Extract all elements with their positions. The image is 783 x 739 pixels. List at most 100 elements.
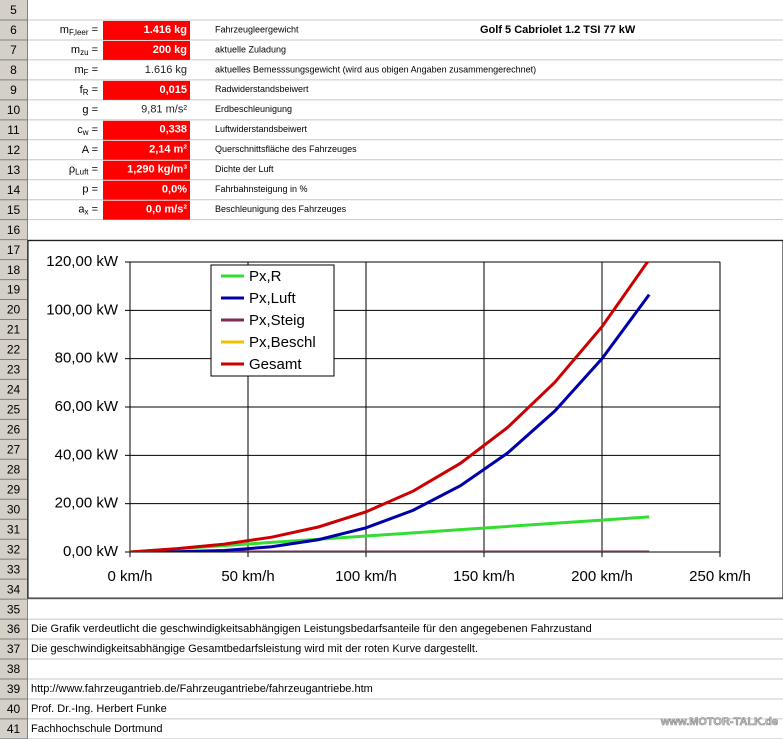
param-desc: Radwiderstandsbeiwert (215, 84, 309, 94)
row-number: 28 (7, 462, 21, 476)
series-line (130, 262, 650, 552)
param-eq: = (89, 204, 98, 216)
x-tick-label: 150 km/h (453, 568, 515, 585)
row-number: 19 (7, 283, 21, 297)
row-header-bg (0, 0, 27, 739)
legend-label: Px,R (249, 268, 282, 285)
note: Prof. Dr.-Ing. Herbert Funke (31, 703, 167, 715)
row-number: 41 (7, 722, 21, 736)
param-label: ax = (78, 204, 98, 217)
param-value: 1.616 kg (145, 64, 187, 76)
param-label: A = (82, 144, 98, 156)
param-label: ρLuft = (69, 164, 98, 177)
row-number: 17 (7, 243, 21, 257)
vehicle-title: Golf 5 Cabriolet 1.2 TSI 77 kW (480, 24, 636, 36)
param-desc: Fahrzeugleergewicht (215, 24, 299, 34)
param-desc: Luftwiderstandsbeiwert (215, 124, 308, 134)
param-symbol: c (77, 124, 83, 136)
row-number: 36 (7, 622, 21, 636)
param-subscript: F (84, 68, 89, 77)
param-desc: Erdbeschleunigung (215, 104, 292, 114)
row-number: 6 (10, 23, 17, 37)
param-symbol: a (78, 204, 85, 216)
x-tick-label: 50 km/h (221, 568, 274, 585)
y-tick-label: 100,00 kW (46, 301, 119, 318)
input-cell (103, 40, 190, 60)
row-number: 39 (7, 682, 21, 696)
row-number: 24 (7, 383, 21, 397)
x-tick-label: 100 km/h (335, 568, 397, 585)
param-symbol: m (74, 64, 83, 76)
chart-area (27, 240, 783, 599)
row-number: 18 (7, 263, 21, 277)
row-number: 7 (10, 43, 17, 57)
param-symbol: m (71, 44, 80, 56)
row-number: 12 (7, 143, 21, 157)
input-cell (103, 80, 190, 100)
legend-label: Px,Steig (249, 312, 305, 329)
param-label: fR = (80, 84, 98, 97)
param-eq: = (89, 164, 98, 176)
param-subscript: x (85, 208, 89, 217)
param-eq: = (89, 104, 98, 116)
param-value: 0,015 (159, 84, 187, 96)
param-label: p = (82, 184, 98, 196)
row-number: 35 (7, 602, 21, 616)
x-tick-label: 200 km/h (571, 568, 633, 585)
row-number: 32 (7, 542, 21, 556)
param-value: 0,0% (162, 184, 187, 196)
note: http://www.fahrzeugantrieb.de/Fahrzeugan… (31, 683, 373, 695)
param-label: cw = (77, 124, 98, 137)
param-symbol: p (82, 184, 88, 196)
input-cell (103, 160, 190, 180)
param-eq: = (89, 144, 98, 156)
row-number: 27 (7, 442, 21, 456)
legend-label: Px,Luft (249, 290, 297, 307)
param-value: 0,0 m/s² (146, 204, 187, 216)
row-number: 34 (7, 582, 21, 596)
row-number: 21 (7, 323, 21, 337)
row-number: 11 (7, 123, 20, 137)
param-symbol: A (82, 144, 90, 156)
note: Die geschwindigkeitsabhängige Gesamtbeda… (31, 643, 478, 655)
input-cell (103, 120, 190, 140)
input-cell (103, 200, 190, 220)
param-desc: aktuelle Zuladung (215, 44, 286, 54)
param-subscript: R (83, 88, 89, 97)
param-value: 200 kg (153, 44, 187, 56)
param-desc: Querschnittsfläche des Fahrzeuges (215, 144, 357, 154)
param-eq: = (89, 44, 98, 56)
param-subscript: zu (80, 48, 88, 57)
row-number: 40 (7, 702, 21, 716)
param-value: 1.416 kg (144, 24, 187, 36)
param-eq: = (89, 24, 98, 36)
param-label: mzu = (71, 44, 98, 57)
input-cell (103, 180, 190, 200)
row-number: 37 (7, 642, 21, 656)
param-eq: = (89, 184, 98, 196)
param-value: 9,81 m/s² (141, 104, 187, 116)
watermark: www.MOTOR-TALK.de (660, 716, 778, 728)
param-desc: aktuelles Bemesssungsgewicht (wird aus o… (215, 64, 536, 74)
param-symbol: ρ (69, 164, 75, 176)
row-number: 10 (7, 103, 21, 117)
row-number: 29 (7, 482, 21, 496)
row-number: 22 (7, 343, 21, 357)
param-symbol: g (82, 104, 88, 116)
row-number: 25 (7, 403, 21, 417)
input-cell (103, 20, 190, 40)
row-number: 14 (7, 183, 21, 197)
param-desc: Fahrbahnsteigung in % (215, 184, 308, 194)
input-cell (103, 140, 190, 160)
row-number: 31 (7, 522, 21, 536)
param-label: mF,leer = (60, 24, 98, 37)
row-number: 33 (7, 562, 21, 576)
x-tick-label: 0 km/h (107, 568, 152, 585)
param-value: 2,14 m² (149, 144, 187, 156)
note: Fachhochschule Dortmund (31, 723, 162, 735)
row-number: 23 (7, 363, 21, 377)
param-label: mF = (74, 64, 98, 77)
param-eq: = (89, 124, 98, 136)
